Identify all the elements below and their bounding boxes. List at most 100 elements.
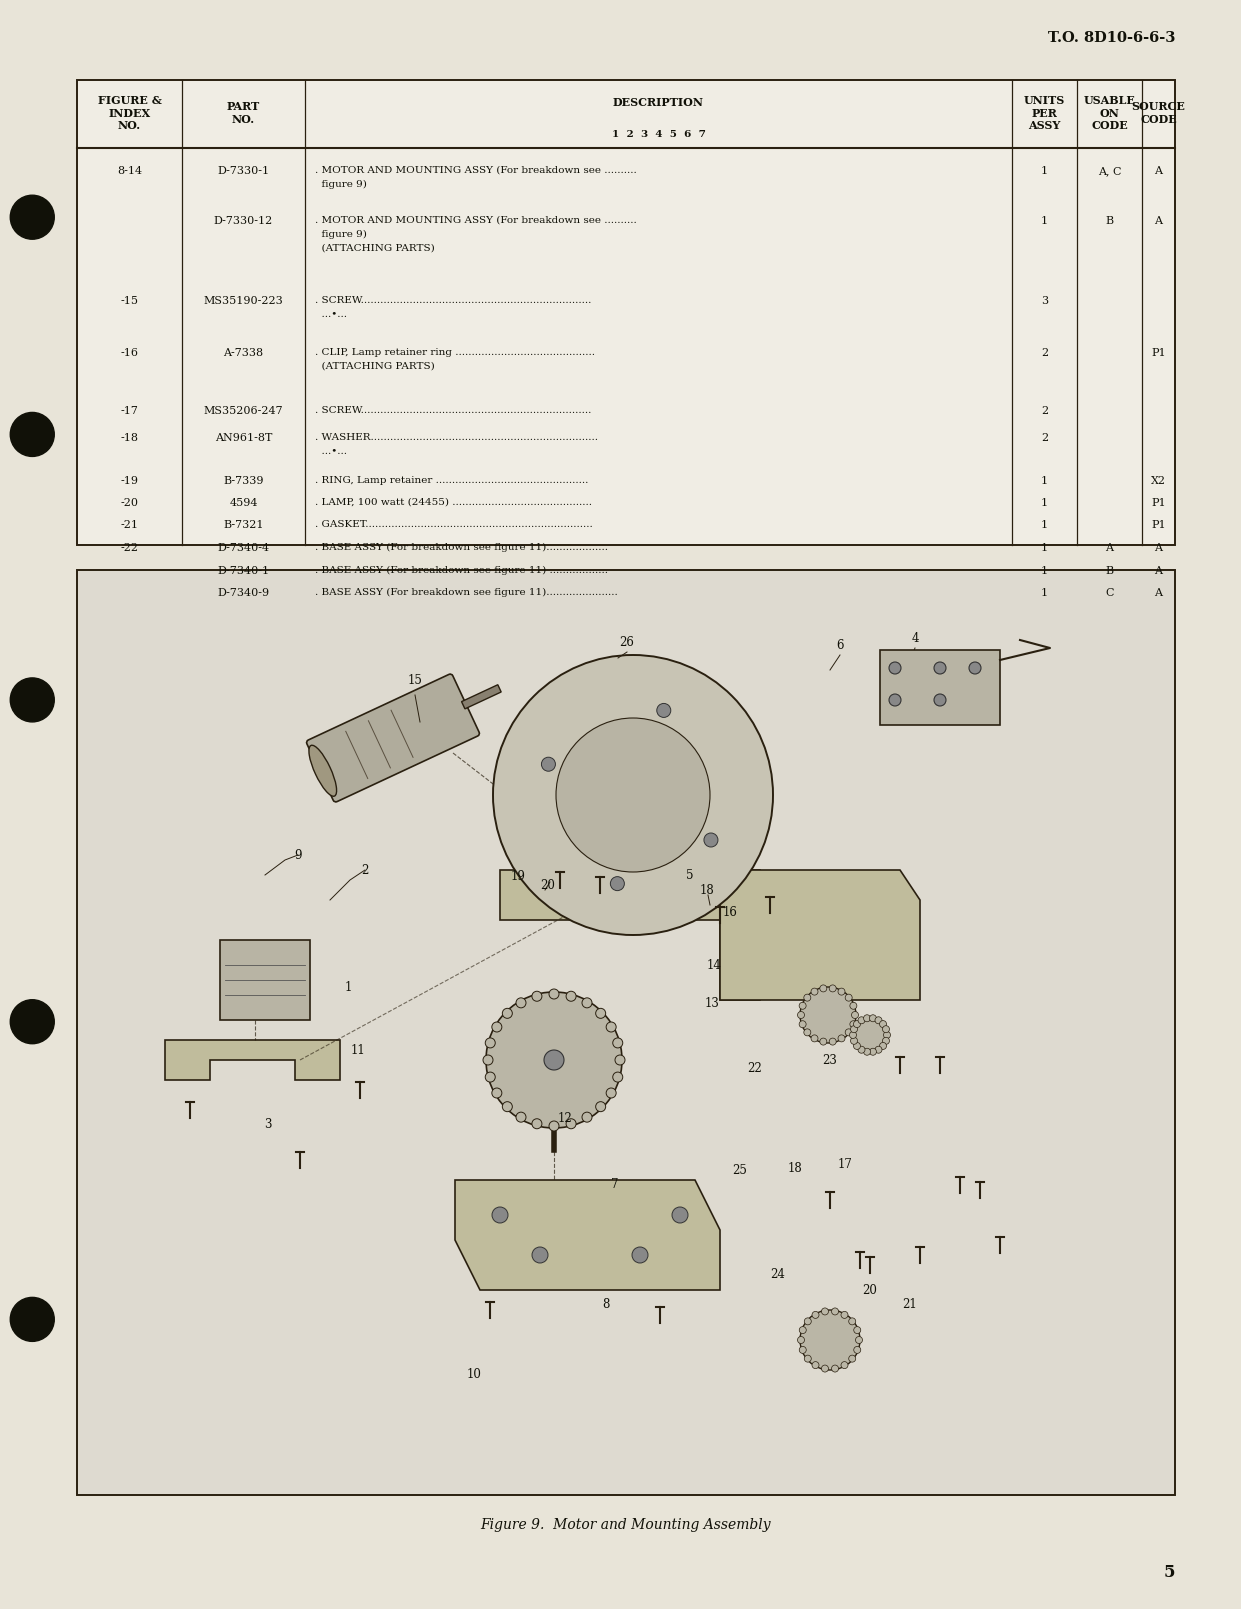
- Text: 1: 1: [1041, 499, 1049, 508]
- Text: B-7321: B-7321: [223, 520, 264, 529]
- Text: 3: 3: [264, 1118, 272, 1131]
- Text: . SCREW.......................................................................: . SCREW.................................…: [315, 296, 592, 306]
- Text: . BASE ASSY (For breakdown see figure 11)......................: . BASE ASSY (For breakdown see figure 11…: [315, 587, 618, 597]
- Circle shape: [491, 1088, 501, 1097]
- Circle shape: [875, 1017, 882, 1023]
- Text: 2: 2: [1041, 433, 1049, 442]
- Text: 8-14: 8-14: [117, 166, 141, 175]
- Circle shape: [491, 1022, 501, 1031]
- Text: 15: 15: [407, 674, 422, 687]
- Text: 1: 1: [1041, 542, 1049, 553]
- Circle shape: [483, 1056, 493, 1065]
- Text: ...•...: ...•...: [315, 447, 347, 455]
- Text: 22: 22: [747, 1062, 762, 1075]
- Text: 6: 6: [836, 639, 844, 652]
- Text: D-7330-1: D-7330-1: [217, 166, 269, 175]
- Text: 20: 20: [862, 1284, 877, 1297]
- Text: UNITS
PER
ASSY: UNITS PER ASSY: [1024, 95, 1065, 132]
- Text: . GASKET......................................................................: . GASKET................................…: [315, 520, 593, 529]
- Bar: [220, 940, 310, 1020]
- Circle shape: [800, 986, 856, 1043]
- Circle shape: [532, 1247, 549, 1263]
- Text: P1: P1: [1152, 499, 1165, 508]
- Text: . BASE ASSY (For breakdown see figure 11) ..................: . BASE ASSY (For breakdown see figure 11…: [315, 566, 608, 574]
- Bar: [880, 650, 1000, 726]
- Text: 5: 5: [686, 869, 694, 882]
- Text: 19: 19: [510, 869, 525, 882]
- Circle shape: [799, 1002, 807, 1009]
- Text: -21: -21: [120, 520, 139, 529]
- Circle shape: [566, 1118, 576, 1130]
- Text: A: A: [1154, 542, 1163, 553]
- Text: 16: 16: [722, 906, 737, 919]
- Circle shape: [831, 1364, 839, 1372]
- Text: D-7340-4: D-7340-4: [217, 542, 269, 553]
- Circle shape: [804, 994, 810, 1001]
- Circle shape: [812, 1035, 818, 1043]
- Text: 2: 2: [361, 864, 369, 877]
- Circle shape: [566, 991, 576, 1001]
- Circle shape: [800, 1310, 860, 1369]
- Text: B: B: [1106, 216, 1113, 225]
- Circle shape: [882, 1038, 890, 1044]
- Circle shape: [704, 833, 719, 846]
- Circle shape: [858, 1046, 865, 1054]
- Circle shape: [549, 990, 558, 999]
- Circle shape: [503, 1009, 513, 1018]
- Circle shape: [799, 1326, 807, 1334]
- Text: 8: 8: [602, 1298, 609, 1311]
- Circle shape: [799, 1020, 807, 1028]
- Text: . RING, Lamp retainer ...............................................: . RING, Lamp retainer ..................…: [315, 476, 588, 484]
- Text: -15: -15: [120, 296, 139, 306]
- Circle shape: [845, 1028, 853, 1036]
- Circle shape: [870, 1015, 876, 1022]
- Text: 13: 13: [705, 996, 720, 1009]
- Text: 11: 11: [351, 1044, 365, 1057]
- Text: figure 9): figure 9): [315, 180, 367, 190]
- Text: 17: 17: [838, 1158, 853, 1171]
- Circle shape: [582, 1112, 592, 1121]
- Circle shape: [606, 1022, 617, 1031]
- Text: . MOTOR AND MOUNTING ASSY (For breakdown see ..........: . MOTOR AND MOUNTING ASSY (For breakdown…: [315, 166, 637, 175]
- Circle shape: [812, 988, 818, 994]
- Circle shape: [841, 1311, 848, 1318]
- Circle shape: [845, 994, 853, 1001]
- Circle shape: [854, 1020, 860, 1028]
- Text: -18: -18: [120, 433, 139, 442]
- Circle shape: [829, 985, 836, 991]
- Circle shape: [516, 998, 526, 1007]
- Text: . BASE ASSY (For breakdown see figure 11)...................: . BASE ASSY (For breakdown see figure 11…: [315, 542, 608, 552]
- Circle shape: [544, 1051, 563, 1070]
- Text: -16: -16: [120, 348, 139, 357]
- Text: PART
NO.: PART NO.: [227, 101, 261, 126]
- Circle shape: [850, 1031, 856, 1038]
- Circle shape: [838, 988, 845, 994]
- Text: 1: 1: [1041, 166, 1049, 175]
- Text: 1: 1: [1041, 476, 1049, 486]
- Text: 2: 2: [1041, 348, 1049, 357]
- Circle shape: [812, 1361, 819, 1369]
- Circle shape: [556, 718, 710, 872]
- Text: 25: 25: [732, 1163, 747, 1176]
- Text: 14: 14: [706, 959, 721, 972]
- FancyBboxPatch shape: [307, 674, 479, 801]
- Circle shape: [880, 1020, 886, 1028]
- Bar: [77, 80, 1175, 545]
- Circle shape: [884, 1031, 891, 1038]
- Circle shape: [820, 1038, 827, 1046]
- Circle shape: [889, 661, 901, 674]
- Circle shape: [613, 1072, 623, 1083]
- Ellipse shape: [309, 745, 336, 796]
- Text: (ATTACHING PARTS): (ATTACHING PARTS): [315, 362, 434, 372]
- Text: . LAMP, 100 watt (24455) ...........................................: . LAMP, 100 watt (24455) ...............…: [315, 499, 592, 507]
- Text: Figure 9.  Motor and Mounting Assembly: Figure 9. Motor and Mounting Assembly: [480, 1517, 772, 1532]
- Circle shape: [804, 1028, 810, 1036]
- Circle shape: [850, 1038, 858, 1044]
- Circle shape: [858, 1017, 865, 1023]
- Text: 1: 1: [1041, 587, 1049, 599]
- Circle shape: [849, 1318, 856, 1324]
- Text: 5: 5: [1164, 1564, 1175, 1582]
- Circle shape: [864, 1047, 870, 1056]
- Circle shape: [851, 1012, 859, 1018]
- Text: T.O. 8D10-6-6-3: T.O. 8D10-6-6-3: [1047, 31, 1175, 45]
